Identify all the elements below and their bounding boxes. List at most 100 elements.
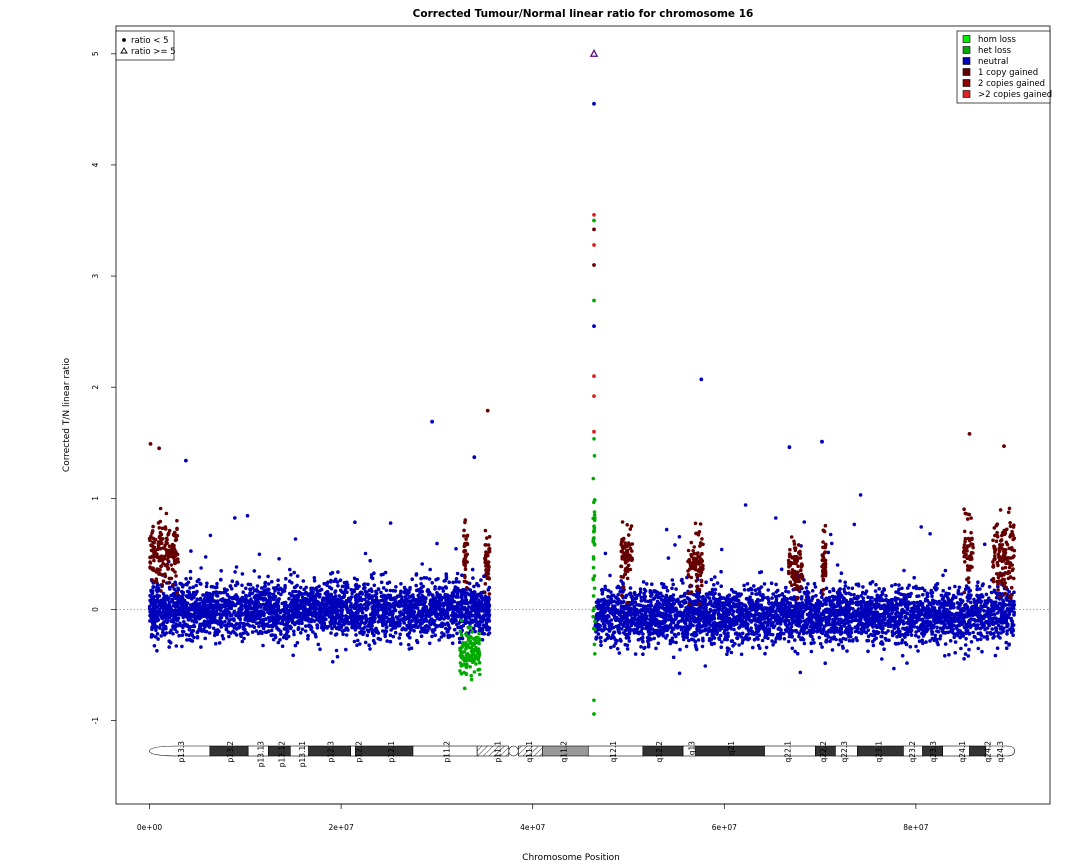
data-point [244, 616, 249, 621]
data-point [376, 587, 381, 592]
data-point [851, 607, 855, 611]
data-point [445, 607, 450, 611]
data-point [211, 599, 216, 603]
data-point [404, 603, 408, 608]
data-point [249, 611, 254, 616]
data-point [290, 603, 295, 608]
data-point [266, 616, 271, 620]
data-point [178, 621, 182, 626]
data-point [440, 624, 445, 629]
data-point [689, 637, 694, 642]
data-point [964, 631, 968, 636]
data-point [435, 541, 439, 546]
data-point [317, 584, 321, 589]
data-point [319, 587, 324, 592]
data-point [450, 597, 455, 602]
data-point [361, 632, 365, 637]
data-point [182, 612, 187, 617]
data-point [189, 595, 193, 599]
data-point [487, 595, 491, 600]
data-point [677, 671, 682, 676]
data-point [366, 582, 370, 587]
data-point [315, 589, 320, 593]
data-point [197, 578, 201, 582]
data-point [228, 613, 233, 618]
data-point [388, 588, 393, 593]
data-point [935, 625, 939, 630]
data-point [189, 632, 193, 637]
data-point [371, 620, 375, 624]
data-point [294, 585, 298, 589]
data-point [181, 623, 186, 628]
data-point [286, 611, 291, 616]
data-point [472, 595, 476, 600]
data-point [287, 604, 291, 608]
data-point [175, 612, 180, 616]
data-point [198, 597, 203, 602]
data-point [416, 600, 420, 604]
data-point [795, 651, 800, 656]
data-point [414, 617, 419, 622]
data-point [422, 576, 427, 580]
data-point [192, 623, 196, 628]
data-point [365, 619, 369, 623]
data-point [376, 614, 381, 619]
data-point [150, 627, 154, 632]
data-point [454, 613, 458, 617]
data-point [241, 625, 245, 629]
data-point [416, 588, 421, 592]
data-point [487, 609, 491, 614]
data-point [251, 586, 255, 590]
data-point [158, 626, 162, 630]
data-point [987, 585, 992, 589]
data-point [419, 634, 424, 638]
data-point [452, 627, 457, 632]
data-point [374, 628, 379, 632]
data-point [199, 582, 203, 586]
data-point [203, 596, 207, 601]
data-point [338, 605, 343, 609]
data-point [484, 605, 489, 609]
data-point [195, 610, 200, 615]
data-point [409, 628, 413, 632]
data-point [371, 611, 376, 616]
data-point [175, 630, 179, 634]
data-point [179, 599, 184, 603]
data-point [199, 606, 204, 610]
data-point [384, 625, 389, 630]
data-point [162, 633, 167, 637]
data-point [280, 644, 285, 648]
data-point [264, 630, 269, 634]
data-point [852, 522, 857, 527]
data-point [423, 618, 427, 622]
data-point [455, 631, 459, 636]
data-point [739, 652, 744, 657]
data-point [323, 625, 328, 630]
data-point [459, 625, 464, 629]
data-point [435, 592, 440, 596]
data-point [406, 643, 411, 647]
data-point [276, 578, 280, 582]
data-point [363, 551, 368, 556]
data-point [219, 569, 223, 573]
data-point [204, 629, 209, 634]
data-point [354, 598, 358, 603]
data-point [282, 613, 287, 618]
data-point [725, 652, 729, 656]
data-point [982, 635, 986, 639]
data-point [781, 616, 785, 620]
data-point [389, 628, 393, 632]
data-point [379, 580, 384, 585]
data-point [320, 598, 325, 602]
data-point [429, 605, 433, 609]
data-point [460, 573, 464, 577]
data-point [174, 608, 178, 612]
data-point [273, 633, 277, 638]
data-point [245, 609, 250, 614]
data-point [475, 595, 479, 600]
data-point [966, 586, 971, 590]
data-point [238, 632, 243, 636]
data-point [148, 619, 152, 623]
data-point [245, 513, 250, 518]
